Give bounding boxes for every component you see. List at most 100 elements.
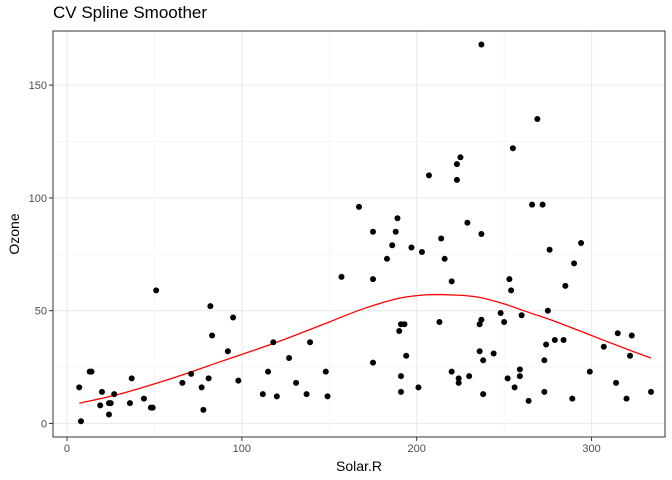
data-point [259, 391, 266, 398]
data-point [98, 388, 105, 395]
plot-panel [53, 31, 665, 437]
data-point [511, 384, 518, 391]
x-tick-label: 100 [233, 443, 251, 455]
data-point [303, 391, 310, 398]
data-point [525, 397, 532, 404]
data-point [408, 244, 415, 251]
data-point [569, 395, 576, 402]
data-point [224, 348, 231, 355]
data-point [457, 154, 464, 161]
data-point [392, 228, 399, 235]
data-point [541, 357, 548, 364]
data-point [415, 384, 422, 391]
data-point [235, 377, 242, 384]
smoother-line [79, 293, 652, 404]
data-point [369, 276, 376, 283]
data-point [88, 368, 95, 375]
data-point [76, 384, 83, 391]
data-point [397, 373, 404, 380]
data-point [401, 321, 408, 328]
data-point [438, 235, 445, 242]
data-point [293, 379, 300, 386]
data-point [453, 176, 460, 183]
data-point [403, 352, 410, 359]
data-point [307, 339, 314, 346]
data-point [571, 260, 578, 267]
data-point [338, 273, 345, 280]
data-point [544, 307, 551, 314]
y-tick-label: 100 [29, 193, 47, 205]
axis-layer: 0 100 200 300 0 50 100 150 [29, 80, 601, 455]
data-point [560, 337, 567, 344]
x-tick-label: 300 [582, 443, 600, 455]
data-point [490, 350, 497, 357]
y-axis-title: Ozone [6, 213, 22, 254]
data-point [107, 400, 114, 407]
data-point [466, 373, 473, 380]
data-point [586, 368, 593, 375]
data-point [600, 343, 607, 350]
data-point [478, 231, 485, 237]
y-tick-label: 50 [35, 306, 47, 318]
data-point [209, 332, 216, 339]
data-point [478, 316, 485, 323]
data-point [436, 318, 443, 325]
data-point [324, 393, 331, 400]
data-point [97, 402, 104, 409]
data-point [418, 249, 425, 256]
data-point [149, 404, 156, 411]
data-point [543, 341, 550, 348]
data-point [273, 393, 280, 400]
data-point [425, 172, 432, 179]
data-point [389, 242, 396, 249]
data-point [188, 370, 195, 377]
smoother-layer [79, 293, 652, 404]
data-point [623, 395, 630, 402]
data-point [286, 355, 293, 362]
data-point [541, 388, 548, 395]
data-point [369, 228, 376, 235]
data-point [455, 375, 462, 382]
y-tick-label: 150 [29, 80, 47, 92]
data-point [506, 276, 513, 283]
data-point [508, 287, 515, 294]
data-point [578, 240, 585, 247]
data-point [207, 303, 214, 310]
data-point [613, 379, 620, 386]
data-point [501, 318, 508, 325]
data-point [648, 388, 655, 395]
data-point [448, 278, 455, 285]
data-point [518, 312, 525, 319]
data-point [480, 357, 487, 364]
data-point [516, 366, 523, 373]
data-point [394, 215, 401, 222]
data-point [455, 379, 462, 386]
data-point [128, 375, 135, 382]
data-point [551, 337, 558, 344]
data-point [516, 373, 523, 380]
data-point [476, 321, 483, 328]
y-tick-label: 0 [41, 418, 47, 430]
data-point [265, 368, 272, 375]
data-point [534, 115, 541, 122]
data-point [397, 388, 404, 395]
data-point [509, 145, 516, 152]
data-point [369, 359, 376, 366]
x-axis-title: Solar.R [336, 458, 382, 474]
data-point [140, 395, 147, 402]
data-point [383, 255, 390, 262]
chart-title: CV Spline Smoother [53, 3, 208, 22]
data-point [478, 41, 485, 48]
data-point [179, 379, 186, 386]
data-point [396, 327, 403, 334]
data-point [356, 203, 362, 210]
data-point [476, 348, 483, 355]
data-point [441, 255, 448, 262]
x-tick-label: 200 [408, 443, 426, 455]
data-point [126, 400, 133, 407]
data-point [614, 330, 621, 337]
data-point [529, 201, 536, 208]
data-point [448, 368, 455, 375]
data-point [77, 418, 84, 425]
data-point [322, 368, 329, 375]
